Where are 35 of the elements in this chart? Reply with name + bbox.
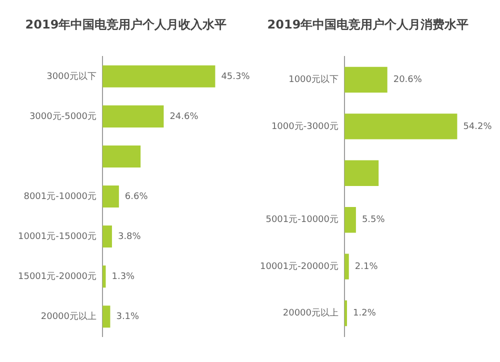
bar [344, 160, 379, 186]
bar [344, 66, 388, 93]
y-tick-label: 8001元-10000元 [24, 190, 97, 202]
data-label: 5.5% [362, 215, 386, 226]
bar [102, 65, 216, 88]
data-label: 24.6% [170, 112, 199, 122]
bar [102, 306, 110, 328]
y-tick-label: 20000元以上 [282, 308, 339, 319]
y-tick-label: 10001元-20000元 [260, 260, 339, 272]
bar [102, 105, 164, 128]
bar [102, 145, 141, 168]
y-tick-label: 5001元-10000元 [266, 214, 339, 226]
bar [102, 185, 119, 208]
chart-title: 2019年中国电竞用户个人月消费水平 [267, 17, 469, 32]
data-label: 1.2% [353, 308, 376, 319]
chart-title: 2019年中国电竞用户个人月收入水平 [25, 17, 227, 32]
data-label: 2.1% [354, 262, 378, 272]
y-tick-label: 1000元以下 [288, 74, 339, 86]
bar [102, 226, 112, 248]
data-label: 54.2% [463, 122, 492, 132]
data-label: 3.8% [118, 232, 142, 242]
bar [344, 254, 349, 280]
bar [344, 207, 356, 233]
y-tick-label: 10001元-15000元 [18, 230, 97, 242]
y-tick-label: 3000元以下 [46, 70, 97, 82]
data-label: 20.6% [393, 75, 422, 86]
data-label: 6.6% [124, 192, 148, 202]
data-label: 3.1% [116, 312, 140, 322]
y-tick-label: 15001元-20000元 [18, 270, 97, 282]
data-label: 1.3% [112, 272, 136, 282]
bar [344, 114, 458, 140]
y-tick-label: 3000元-5000元 [29, 110, 97, 122]
y-tick-label: 20000元以上 [40, 310, 97, 322]
data-label: 45.3% [221, 72, 250, 82]
y-tick-label: 1000元-3000元 [271, 120, 339, 132]
